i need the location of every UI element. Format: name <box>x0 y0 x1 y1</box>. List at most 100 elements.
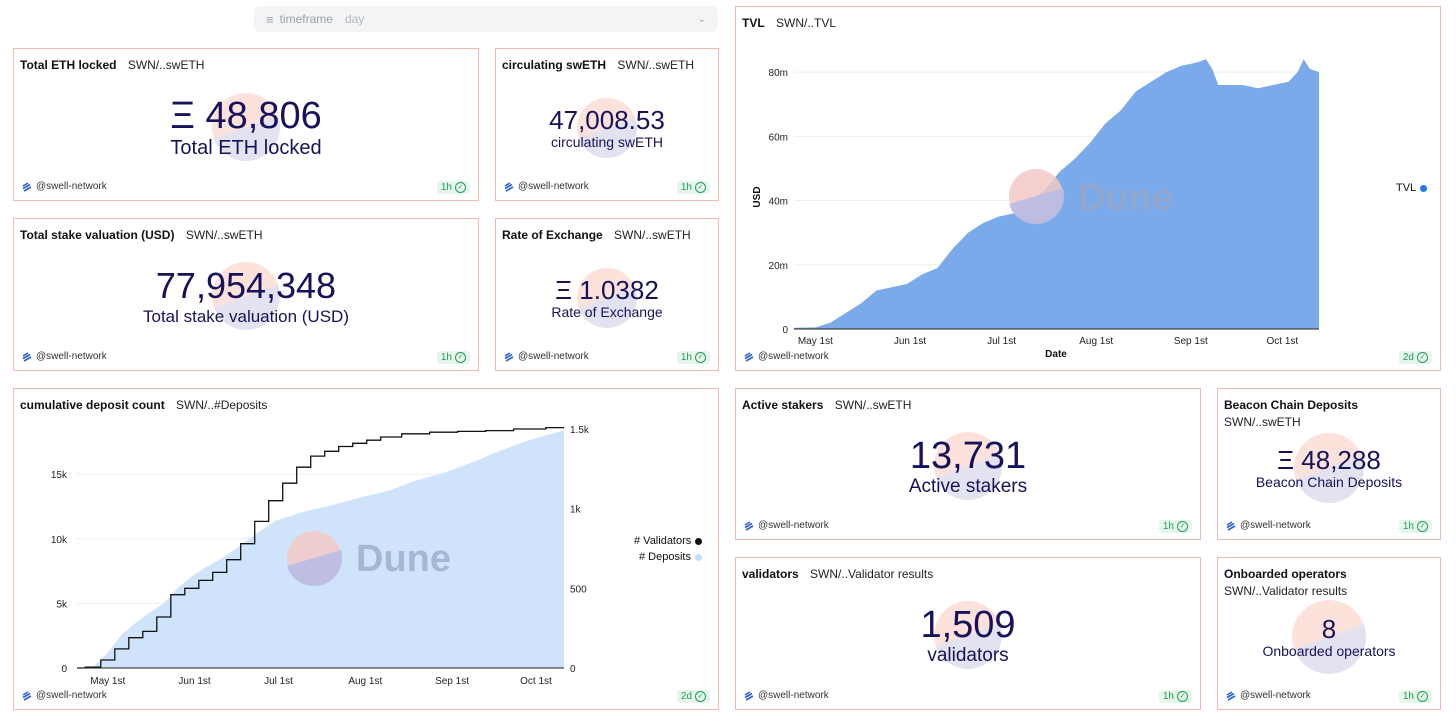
card-beacon-chain-deposits: Beacon Chain Deposits SWN/..swETH Ξ 48,2… <box>1217 388 1441 540</box>
swell-logo-icon <box>744 690 754 701</box>
validators-line <box>77 426 564 669</box>
check-icon: ✓ <box>1177 521 1188 532</box>
counter: Ξ 48,288 Beacon Chain Deposits <box>1218 432 1440 503</box>
dune-watermark-text: Dune <box>1078 177 1173 219</box>
legend-item-deposits[interactable]: # Deposits <box>639 551 702 563</box>
dune-watermark-text: Dune <box>356 538 451 580</box>
counter: 8 Onboarded operators <box>1218 599 1440 674</box>
timeframe-select[interactable]: ≡ timeframe day ⌄ <box>254 6 718 32</box>
x-tick-label: Jul 1st <box>264 676 293 687</box>
card-active-stakers: Active stakers SWN/..swETH 13,731 Active… <box>735 388 1201 540</box>
freshness-age: 2d <box>1402 352 1414 363</box>
author-link[interactable]: @swell-network <box>22 181 107 192</box>
card-query-link[interactable]: SWN/..#Deposits <box>176 398 268 412</box>
legend-item-tvl[interactable]: TVL <box>1396 182 1428 194</box>
x-tick-label: Jul 1st <box>987 336 1016 347</box>
freshness-badge: 1h ✓ <box>436 181 470 194</box>
card-title[interactable]: Active stakers <box>742 398 824 412</box>
freshness-age: 1h <box>1162 521 1174 532</box>
y-left-tick-label: 10k <box>51 535 68 546</box>
author-link[interactable]: @swell-network <box>1226 520 1311 531</box>
card-title[interactable]: circulating swETH <box>502 58 607 72</box>
y-axis-label: USD <box>752 186 763 207</box>
counter: 13,731 Active stakers <box>736 432 1200 500</box>
freshness-age: 1h <box>1402 521 1414 532</box>
card-query-link[interactable]: SWN/..swETH <box>834 398 912 412</box>
card-header: Total ETH locked SWN/..swETH <box>20 57 472 74</box>
counter: 47,008.53 circulating swETH <box>496 97 718 158</box>
freshness-age: 1h <box>440 182 452 193</box>
check-icon: ✓ <box>695 182 706 193</box>
check-icon: ✓ <box>1417 691 1428 702</box>
y-left-tick-label: 0 <box>61 664 67 675</box>
counter-bg <box>212 93 280 161</box>
author-link[interactable]: @swell-network <box>1226 690 1311 701</box>
card-title[interactable]: validators <box>742 567 799 581</box>
author-link[interactable]: @swell-network <box>744 520 829 531</box>
check-icon: ✓ <box>1417 352 1428 363</box>
freshness-age: 1h <box>1402 691 1414 702</box>
dune-watermark: Dune <box>1009 169 1173 225</box>
y-tick-label: 40m <box>769 197 788 208</box>
check-icon: ✓ <box>455 352 466 363</box>
card-header: Active stakers SWN/..swETH <box>742 397 1194 414</box>
swell-logo-icon <box>1226 690 1236 701</box>
y-tick-label: 0 <box>782 325 788 336</box>
counter-bg <box>212 262 280 330</box>
card-query-link[interactable]: SWN/..swETH <box>1224 415 1301 429</box>
author-link[interactable]: @swell-network <box>504 351 589 362</box>
check-icon: ✓ <box>1177 691 1188 702</box>
card-title[interactable]: Total ETH locked <box>20 58 117 72</box>
y-left-tick-label: 5k <box>56 599 68 610</box>
author-link[interactable]: @swell-network <box>744 351 829 362</box>
x-ticks: May 1st Jun 1st Jul 1st Aug 1st Sep 1st Oct 1… <box>798 336 1299 347</box>
author-link[interactable]: @swell-network <box>22 351 107 362</box>
author-name: @swell-network <box>758 520 829 531</box>
card-query-link[interactable]: SWN/..swETH <box>185 228 263 242</box>
swell-logo-icon <box>504 351 514 362</box>
counter-bg <box>934 601 1002 669</box>
legend-item-validators[interactable]: # Validators <box>634 535 703 547</box>
x-tick-label: Oct 1st <box>1267 336 1299 347</box>
y-left-tick-label: 15k <box>51 470 68 481</box>
swell-logo-icon <box>744 520 754 531</box>
card-query-link[interactable]: SWN/..swETH <box>617 58 695 72</box>
author-name: @swell-network <box>758 351 829 362</box>
card-title[interactable]: cumulative deposit count <box>20 398 165 412</box>
counter-label: Total stake valuation (USD) <box>143 307 349 326</box>
timeframe-value: day <box>344 12 365 26</box>
author-name: @swell-network <box>36 690 107 701</box>
y-right-tick-label: 1.5k <box>570 425 590 436</box>
card-header: Rate of Exchange SWN/..swETH <box>502 227 712 244</box>
card-tvl: TVL SWN/..TVL Dune 0 20m 40m 60m 80m May 1st… <box>735 6 1441 371</box>
card-header: validators SWN/..Validator results <box>742 566 1194 583</box>
author-link[interactable]: @swell-network <box>744 690 829 701</box>
x-tick-label: May 1st <box>798 336 833 347</box>
freshness-age: 2d <box>680 691 692 702</box>
card-header: Total stake valuation (USD) SWN/..swETH <box>20 227 472 244</box>
card-query-link[interactable]: SWN/..Validator results <box>1224 584 1348 598</box>
card-title[interactable]: Total stake valuation (USD) <box>20 228 175 242</box>
card-query-link[interactable]: SWN/..swETH <box>614 228 691 242</box>
legend-dot <box>1420 184 1428 192</box>
list-icon: ≡ <box>266 11 274 27</box>
card-query-link[interactable]: SWN/..TVL <box>776 16 837 30</box>
x-axis-label: Date <box>1045 349 1067 360</box>
card-title[interactable]: Onboarded operators <box>1224 567 1347 581</box>
x-tick-label: Sep 1st <box>435 676 469 687</box>
card-title[interactable]: Beacon Chain Deposits <box>1224 398 1359 412</box>
freshness-badge: 1h ✓ <box>676 181 710 194</box>
counter-bg <box>577 97 637 158</box>
card-title[interactable]: Rate of Exchange <box>502 228 603 242</box>
freshness-badge: 1h ✓ <box>1398 690 1432 703</box>
card-title[interactable]: TVL <box>742 16 765 30</box>
card-query-link[interactable]: SWN/..swETH <box>127 58 205 72</box>
author-name: @swell-network <box>1240 690 1311 701</box>
x-tick-label: Aug 1st <box>348 676 382 687</box>
author-link[interactable]: @swell-network <box>504 181 589 192</box>
counter-value: Ξ 1.0382 <box>555 275 659 305</box>
counter-label: validators <box>927 645 1009 666</box>
card-query-link[interactable]: SWN/..Validator results <box>810 567 934 581</box>
author-link[interactable]: @swell-network <box>22 690 107 701</box>
y-right-tick-label: 1k <box>570 505 582 516</box>
